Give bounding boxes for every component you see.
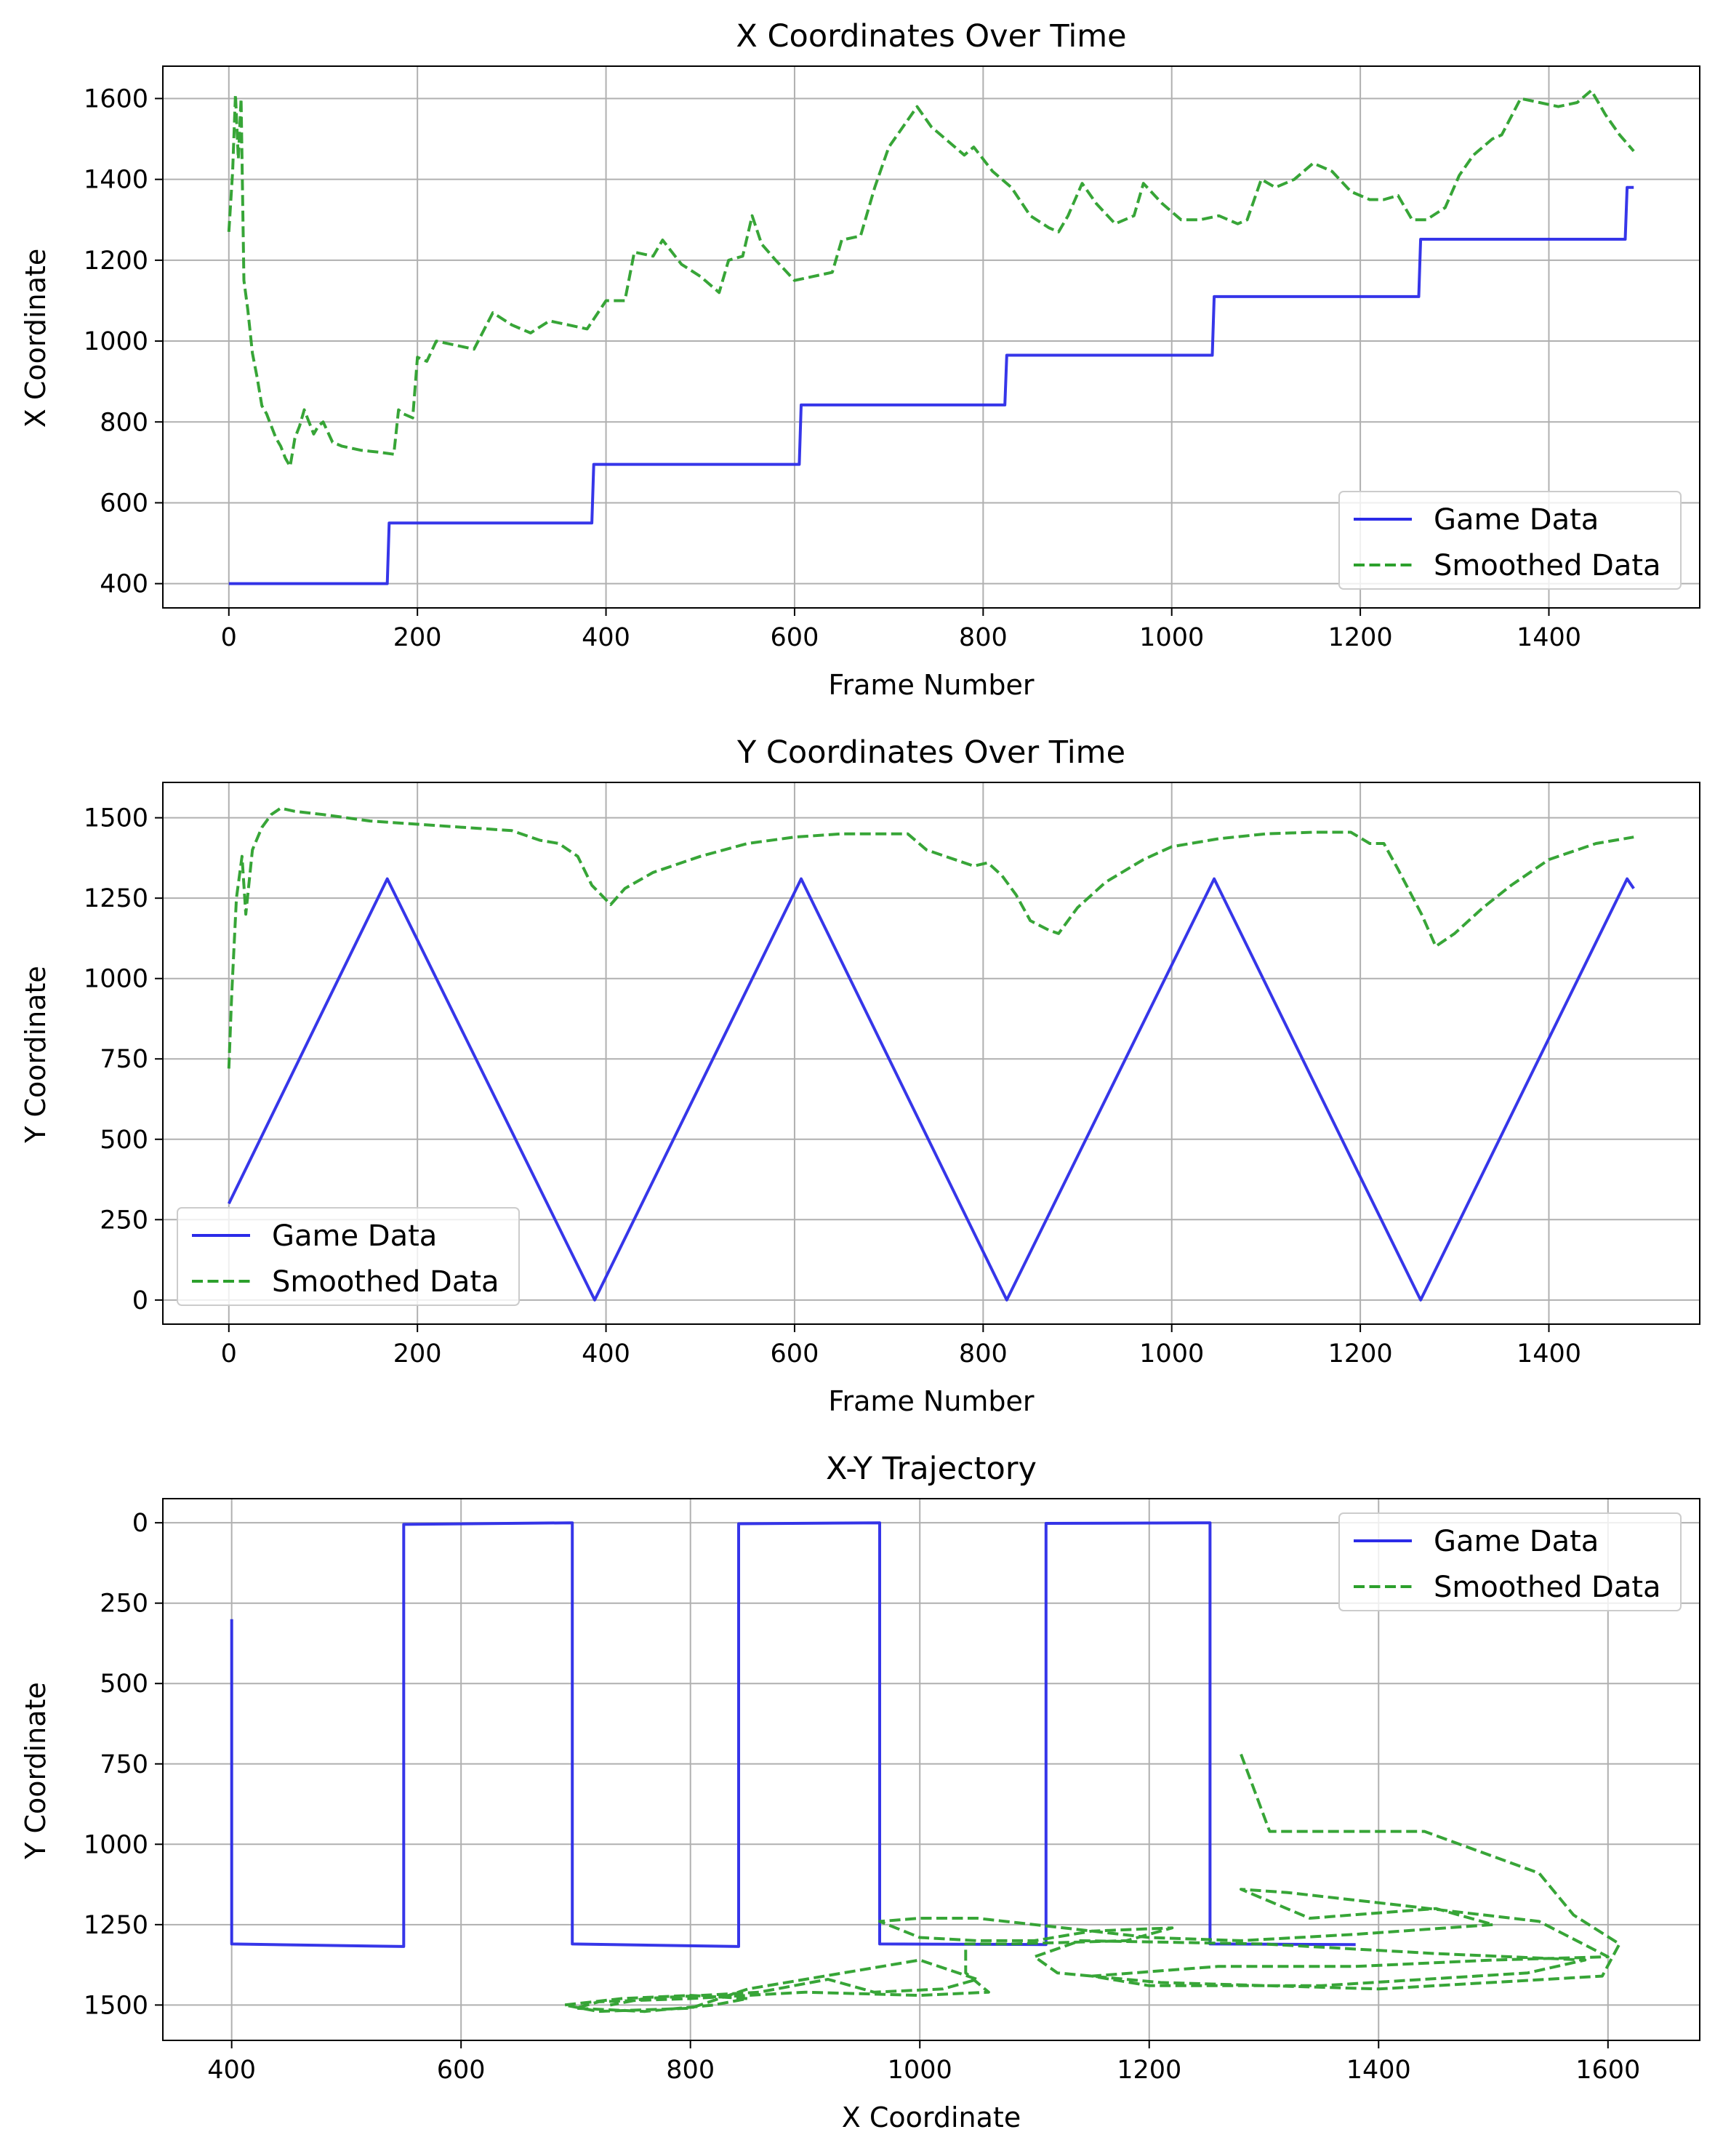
x-tick-label: 800 (666, 2056, 715, 2085)
x-tick-label: 400 (207, 2056, 256, 2085)
x-tick-label: 1200 (1328, 1339, 1393, 1368)
x-tick-label: 1400 (1346, 2056, 1411, 2085)
x-tick-label: 600 (771, 1339, 819, 1368)
y-axis-label: Y Coordinate (20, 1682, 52, 1860)
legend-box (177, 1207, 520, 1306)
y-tick-label: 250 (100, 1206, 148, 1235)
legend-label: Game Data (1434, 503, 1599, 537)
plot-frame (162, 782, 1700, 1325)
chart-x-over-time: X Coordinates Over Time 0 200 400 600 800 100… (20, 18, 1700, 701)
series-line-game-data (228, 877, 1635, 1302)
y-tick-label: 400 (100, 570, 148, 599)
y-tick-label: 750 (100, 1750, 148, 1779)
x-axis-label: Frame Number (828, 1385, 1035, 1417)
series-line-smoothed-data (227, 806, 1634, 1069)
chart-title: Y Coordinates Over Time (736, 734, 1125, 771)
x-axis-label: X Coordinate (842, 2101, 1021, 2133)
x-tick-label: 1200 (1328, 623, 1393, 652)
x-tick-label: 1000 (1139, 623, 1204, 652)
x-tick-label: 200 (393, 623, 442, 652)
y-tick-label: 1500 (84, 1991, 148, 2020)
legend-label: Game Data (272, 1219, 437, 1253)
y-tick-label: 800 (100, 408, 148, 437)
x-tick-label: 800 (959, 623, 1008, 652)
series-line-smoothed-data (227, 89, 1635, 468)
x-tick-label: 1000 (888, 2056, 952, 2085)
y-tick-label: 1600 (84, 84, 148, 113)
y-axis-label: X Coordinate (20, 249, 52, 428)
y-tick-label: 1000 (84, 327, 148, 356)
x-axis-label: Frame Number (828, 669, 1035, 701)
chart-y-over-time: Y Coordinates Over Time 0 200 400 600 800 100… (20, 734, 1700, 1417)
chart-title: X Coordinates Over Time (736, 18, 1126, 55)
y-tick-label: 1000 (84, 1830, 148, 1859)
series-line-smoothed-data (563, 1753, 1621, 2013)
x-tick-label: 200 (393, 1339, 442, 1368)
x-tick-label: 1400 (1517, 1339, 1581, 1368)
y-tick-label: 250 (100, 1590, 148, 1619)
x-tick-label: 1200 (1117, 2056, 1181, 2085)
series-line-game-data (228, 185, 1634, 585)
y-tick-label: 1400 (84, 166, 148, 195)
y-tick-label: 1500 (84, 804, 148, 833)
plot-frame (162, 1498, 1700, 2041)
y-tick-label: 750 (100, 1045, 148, 1074)
x-tick-label: 0 (221, 623, 237, 652)
y-tick-label: 1200 (84, 247, 148, 276)
legend-box (1338, 491, 1682, 590)
y-tick-label: 0 (132, 1286, 148, 1315)
y-tick-label: 600 (100, 489, 148, 518)
y-tick-label: 0 (132, 1509, 148, 1538)
x-tick-label: 600 (771, 623, 819, 652)
y-axis-label: Y Coordinate (20, 966, 52, 1144)
legend-label: Game Data (1434, 1525, 1599, 1558)
x-tick-label: 1000 (1139, 1339, 1204, 1368)
legend-label: Smoothed Data (272, 1265, 499, 1299)
legend-label: Smoothed Data (1434, 1571, 1661, 1604)
x-tick-label: 400 (582, 623, 630, 652)
series-line-game-data (230, 1521, 1356, 1948)
y-tick-label: 1250 (84, 1911, 148, 1940)
legend-label: Smoothed Data (1434, 549, 1661, 582)
y-tick-label: 500 (100, 1126, 148, 1155)
x-tick-label: 1600 (1575, 2056, 1640, 2085)
y-tick-label: 1250 (84, 884, 148, 913)
chart-xy-trajectory: X-Y Trajectory 400 600 800 1000 1200 1400 1600… (20, 1451, 1700, 2133)
x-tick-label: 1400 (1517, 623, 1581, 652)
x-tick-label: 800 (959, 1339, 1008, 1368)
x-tick-label: 0 (221, 1339, 237, 1368)
legend-box (1338, 1512, 1682, 1611)
y-tick-label: 1000 (84, 965, 148, 994)
plot-frame (162, 65, 1700, 609)
y-tick-label: 500 (100, 1670, 148, 1699)
x-tick-label: 400 (582, 1339, 630, 1368)
chart-title: X-Y Trajectory (826, 1451, 1037, 1487)
x-tick-label: 600 (437, 2056, 486, 2085)
